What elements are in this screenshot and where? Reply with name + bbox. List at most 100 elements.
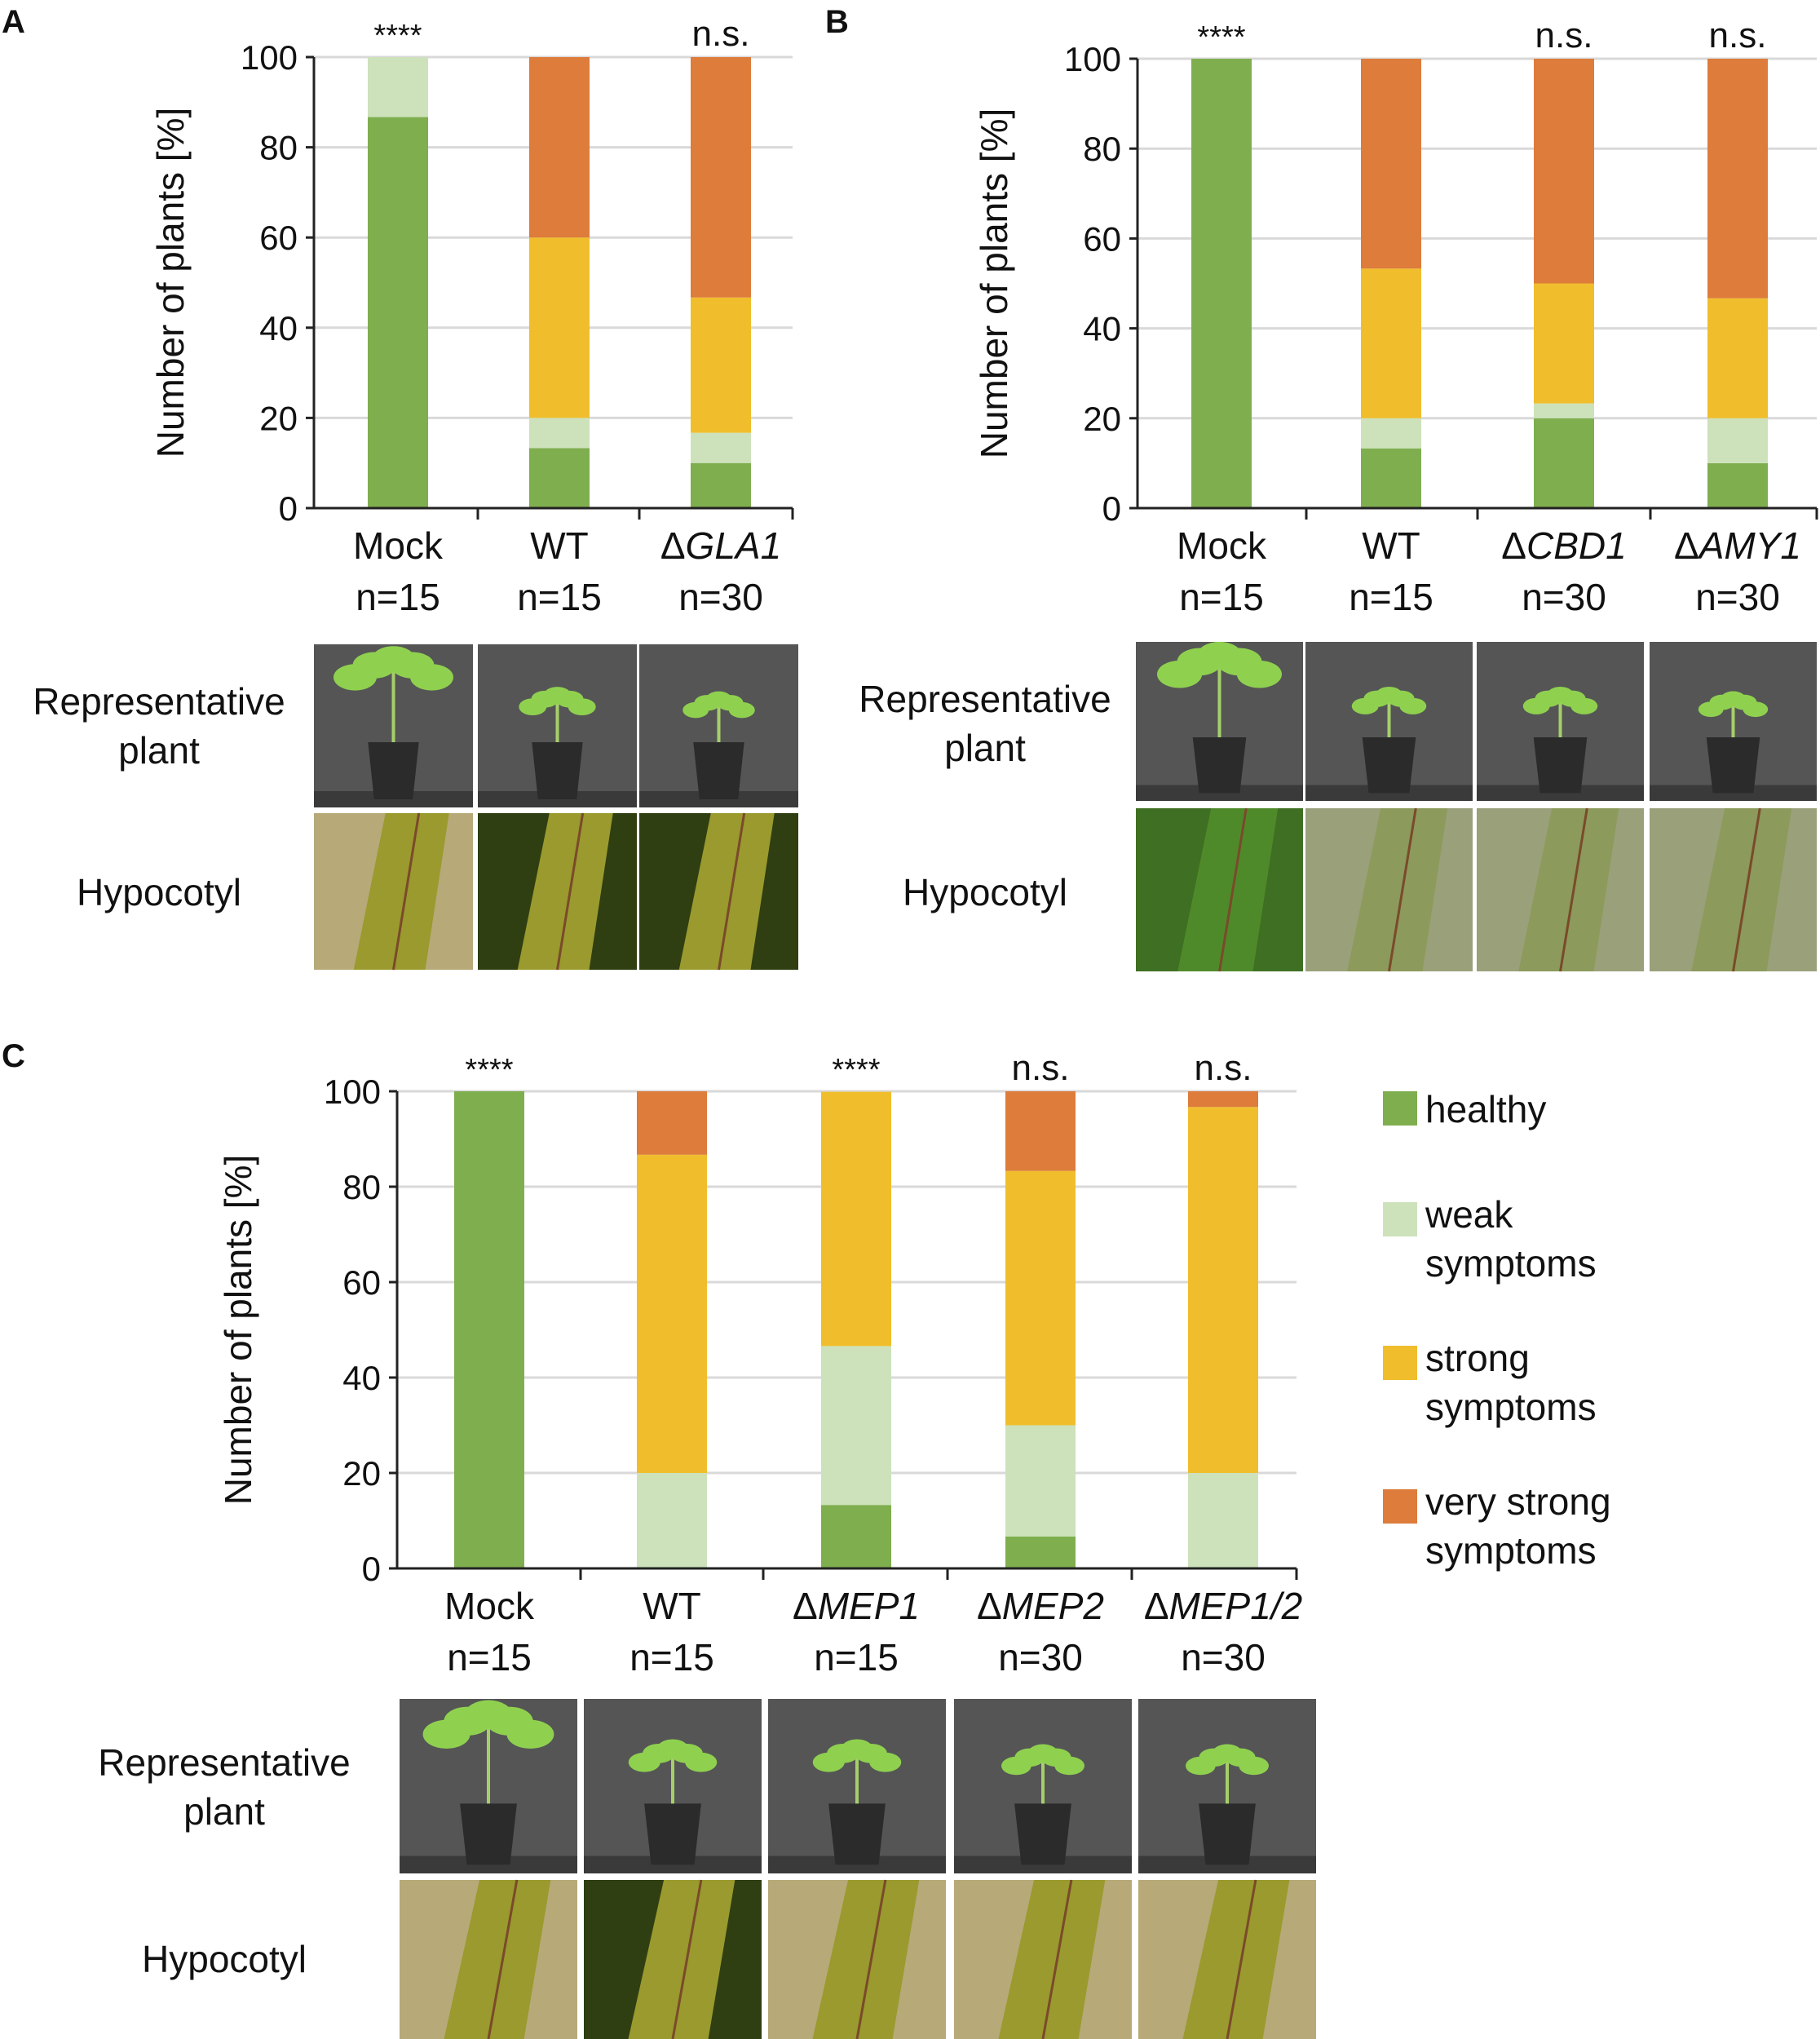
category-name: WT [1362, 524, 1420, 567]
bar-segment-very-strong [1361, 59, 1421, 269]
hypocotyl-stem-icon [628, 1880, 736, 2039]
hypocotyl-stem-icon [1518, 808, 1619, 971]
bar-segment-weak [637, 1473, 707, 1568]
y-tick-label: 60 [259, 219, 298, 257]
hypocotyl-photo [768, 1879, 946, 2039]
legend-swatch-healthy [1383, 1091, 1417, 1126]
bar-segment-strong [821, 1091, 891, 1347]
hypocotyl-stem-icon [1691, 808, 1792, 971]
category-name: Mock [444, 1585, 535, 1627]
pot-icon [1014, 1803, 1071, 1865]
leaf-icon [1721, 691, 1746, 707]
y-tick-label: 60 [342, 1263, 381, 1302]
leaf-icon [656, 1739, 689, 1759]
hypocotyl-vein-icon [1041, 1879, 1073, 2039]
plant-photo [314, 644, 473, 807]
hypocotyl-stem-icon [812, 1880, 920, 2039]
bar-segment-very-strong [1707, 59, 1768, 299]
category-prefix: Δ [660, 524, 686, 567]
y-tick-label: 40 [259, 309, 298, 347]
category-label: WT [1362, 524, 1420, 567]
hypocotyl-photo [1305, 807, 1473, 972]
sample-size-label: n=15 [1179, 576, 1264, 618]
category-name: MEP1/2 [1169, 1585, 1303, 1627]
significance-label: **** [832, 1053, 880, 1087]
category-prefix: Δ [977, 1585, 1002, 1627]
y-tick-label: 100 [1064, 40, 1121, 78]
category-name: GLA1 [686, 524, 782, 567]
legend-swatch-strong [1383, 1346, 1417, 1380]
y-tick-label: 100 [241, 38, 298, 77]
hypocotyl-vein-icon [1732, 807, 1761, 972]
hypocotyl-photo [1136, 807, 1303, 972]
sample-size-label: n=15 [356, 576, 440, 618]
y-tick-label: 0 [279, 489, 298, 528]
category-label: Mock [353, 524, 444, 567]
bar-segment-weak [821, 1346, 891, 1506]
category-name: WT [643, 1585, 701, 1627]
leaf-icon [543, 687, 572, 704]
significance-label: **** [373, 19, 422, 53]
panel-c: **** **** n.s. n.s. 0 20 40 60 80 100 Number of pl… [98, 1048, 1316, 2039]
panel-b: **** n.s. n.s. 0 20 40 60 80 100 Number of plants… [859, 15, 1818, 972]
y-tick-label: 20 [342, 1454, 381, 1493]
sample-size-label: n=30 [1522, 576, 1606, 618]
hypocotyl-vein-icon [1218, 807, 1248, 972]
bar-segment-strong [1188, 1107, 1258, 1473]
hypocotyl-photo [1650, 807, 1817, 972]
sample-size-label: n=30 [1695, 576, 1780, 618]
plant-photo [954, 1699, 1132, 1873]
leaf-icon [841, 1739, 873, 1759]
significance-label: n.s. [1195, 1048, 1252, 1088]
sample-size-label: n=30 [998, 1636, 1083, 1679]
category-label: ΔMEP1/2 [1144, 1585, 1302, 1627]
category-name: CBD1 [1526, 524, 1627, 567]
y-axis-label: Number of plants [%] [217, 1155, 259, 1506]
bar-segment-strong [1534, 283, 1594, 404]
pot-icon [1533, 737, 1588, 794]
hypocotyl-vein-icon [556, 812, 585, 971]
legend-label: healthy [1425, 1088, 1546, 1130]
bar-segment-healthy [1534, 418, 1594, 508]
bar-segment-strong [1707, 298, 1768, 418]
y-tick-label: 60 [1083, 219, 1121, 258]
sample-size-label: n=15 [447, 1636, 532, 1679]
row-label-representative: Representative [33, 680, 285, 723]
legend-swatch-weak [1383, 1202, 1417, 1236]
bar-segment-strong [1005, 1170, 1076, 1426]
category-label: WT [643, 1585, 701, 1627]
bar-segment-strong [1361, 268, 1421, 418]
hypocotyl-vein-icon [487, 1879, 519, 2039]
bar-segment-healthy [1191, 59, 1252, 508]
y-tick-label: 0 [362, 1550, 381, 1588]
legend-label: weak [1425, 1193, 1513, 1236]
category-label: ΔAMY1 [1674, 524, 1801, 567]
category-label: Mock [444, 1585, 535, 1627]
hypocotyl-stem-icon [517, 813, 613, 970]
hypocotyl-vein-icon [671, 1879, 703, 2039]
panel-label-c: C [2, 1038, 25, 1074]
legend-label: symptoms [1425, 1242, 1597, 1285]
y-tick-label: 0 [1102, 489, 1121, 528]
leaf-icon [1196, 641, 1243, 670]
bar-segment-very-strong [637, 1091, 707, 1155]
leaf-icon [1376, 687, 1403, 704]
leaf-icon [1212, 1744, 1243, 1763]
category-name: WT [530, 524, 589, 567]
plant-photo [1477, 642, 1644, 801]
pot-icon [1192, 737, 1247, 794]
y-tick-label: 20 [1083, 400, 1121, 438]
hypocotyl-photo [314, 812, 473, 971]
category-prefix: Δ [1144, 1585, 1169, 1627]
bar-segment-weak [1707, 418, 1768, 463]
bar-segment-healthy [1005, 1536, 1076, 1568]
bar-segment-healthy [821, 1505, 891, 1568]
category-label: ΔGLA1 [660, 524, 781, 567]
bar-segment-healthy [1361, 448, 1421, 508]
row-label-hypocotyl: Hypocotyl [77, 871, 241, 913]
significance-label: n.s. [1709, 15, 1767, 55]
bar-segment-weak [1534, 403, 1594, 418]
legend-swatch-very-strong [1383, 1489, 1417, 1524]
legend-label: strong [1425, 1337, 1530, 1379]
